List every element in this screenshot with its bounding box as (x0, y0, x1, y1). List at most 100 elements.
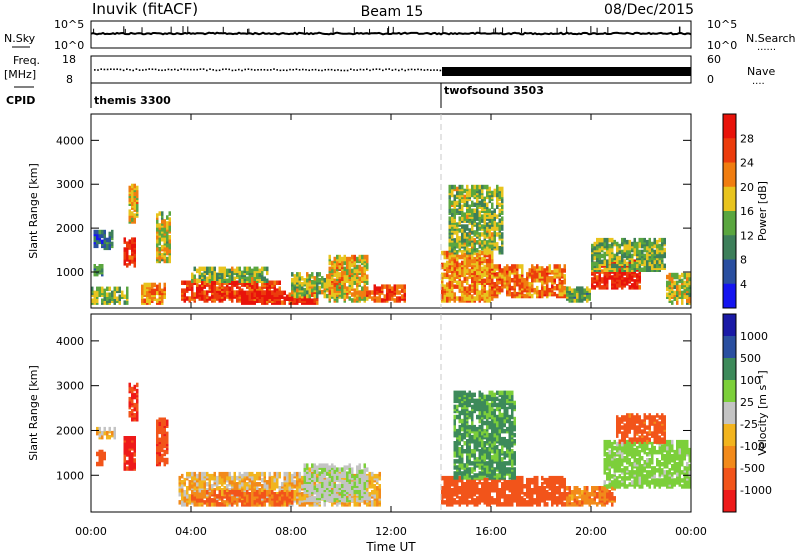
range-gate-cell (471, 192, 474, 198)
range-gate-cell (631, 275, 634, 280)
range-gate-cell (213, 284, 216, 289)
range-gate-cell (148, 282, 151, 288)
freq-point (346, 69, 349, 72)
range-gate-cell (591, 247, 594, 253)
range-gate-cell (191, 494, 194, 499)
range-gate-cell (126, 286, 129, 292)
range-gate-cell (253, 496, 256, 501)
range-gate-cell (143, 290, 146, 296)
range-gate-cell (398, 290, 401, 295)
range-gate-cell (336, 475, 339, 480)
freq-point (106, 68, 109, 71)
range-gate-cell (266, 278, 269, 283)
range-gate-cell (476, 184, 479, 190)
range-gate-cell (453, 184, 456, 190)
range-gate-cell (503, 276, 506, 281)
range-gate-cell (541, 280, 544, 285)
range-gate-cell (351, 481, 354, 486)
range-gate-cell (136, 398, 139, 404)
range-gate-cell (513, 268, 516, 273)
range-gate-cell (626, 271, 629, 276)
range-gate-cell (291, 289, 294, 295)
range-gate-cell (501, 282, 504, 287)
range-gate-cell (476, 230, 479, 235)
freq-point (417, 68, 419, 71)
range-gate-cell (506, 264, 509, 269)
range-gate-cell (188, 471, 191, 477)
range-gate-cell (371, 500, 374, 505)
range-gate-cell (618, 275, 621, 280)
range-gate-cell (388, 288, 391, 293)
range-gate-cell (528, 268, 531, 273)
freq-point (177, 69, 179, 72)
range-gate-cell (231, 496, 234, 501)
range-gate-cell (196, 490, 199, 495)
range-gate-cell (446, 268, 449, 274)
range-gate-cell (466, 214, 469, 219)
range-gate-cell (146, 282, 149, 288)
range-gate-cell (198, 475, 201, 481)
range-gate-cell (493, 291, 496, 297)
range-gate-cell (246, 290, 249, 296)
range-gate-cell (266, 270, 269, 276)
range-gate-cell (576, 286, 579, 291)
nsearch-tick-top: 10^5 (707, 18, 737, 31)
range-gate-cell (321, 463, 324, 468)
range-gate-cell (258, 482, 261, 487)
range-gate-cell (318, 471, 321, 476)
range-gate-cell (378, 286, 381, 291)
range-gate-cell (478, 184, 481, 190)
range-gate-cell (186, 286, 189, 291)
range-gate-cell (348, 280, 351, 285)
range-gate-cell (263, 490, 266, 495)
range-gate-cell (223, 500, 226, 505)
range-gate-cell (648, 257, 651, 263)
range-gate-cell (168, 211, 171, 216)
range-gate-cell (133, 392, 136, 398)
range-gate-cell (93, 290, 96, 296)
range-gate-cell (491, 264, 494, 269)
range-gate-cell (491, 250, 494, 256)
freq-point (138, 69, 141, 71)
range-gate-cell (576, 294, 579, 299)
range-gate-cell (366, 296, 369, 301)
range-gate-cell (353, 280, 356, 285)
range-gate-cell (346, 268, 349, 274)
range-gate-cell (471, 236, 474, 241)
range-gate-cell (358, 482, 361, 487)
range-gate-cell (356, 272, 359, 278)
range-gate-cell (156, 298, 159, 303)
range-gate-cell (628, 267, 631, 272)
range-gate-cell (181, 484, 184, 489)
range-gate-cell (461, 498, 464, 503)
range-gate-cell (218, 278, 221, 283)
range-gate-cell (226, 475, 229, 481)
range-gate-cell (373, 494, 376, 499)
range-gate-cell (333, 256, 336, 262)
range-gate-cell (473, 280, 476, 285)
range-gate-cell (666, 286, 669, 292)
range-gate-cell (101, 264, 104, 269)
freq-point (439, 69, 442, 72)
range-gate-cell (206, 482, 209, 487)
range-gate-cell (688, 292, 691, 297)
range-gate-cell (186, 486, 189, 491)
range-gate-cell (326, 274, 329, 279)
range-gate-cell (608, 243, 611, 249)
range-gate-cell (291, 482, 294, 487)
range-gate-cell (296, 498, 299, 503)
range-gate-cell (588, 294, 591, 299)
range-gate-cell (601, 253, 604, 259)
range-gate-cell (301, 475, 304, 481)
range-gate-cell (451, 200, 454, 206)
range-gate-cell (451, 272, 454, 278)
range-gate-cell (373, 473, 376, 479)
range-gate-cell (508, 276, 511, 281)
nave-label: Nave (747, 65, 775, 78)
range-gate-cell (266, 266, 269, 272)
range-gate-cell (316, 272, 319, 277)
range-gate-cell (318, 477, 321, 482)
range-gate-cell (458, 270, 461, 276)
range-gate-cell (206, 290, 209, 295)
range-gate-cell (256, 272, 259, 278)
